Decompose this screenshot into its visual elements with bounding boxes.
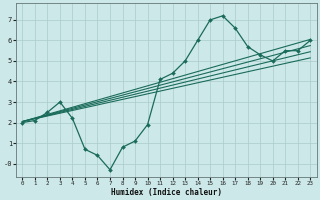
X-axis label: Humidex (Indice chaleur): Humidex (Indice chaleur) [111, 188, 222, 197]
